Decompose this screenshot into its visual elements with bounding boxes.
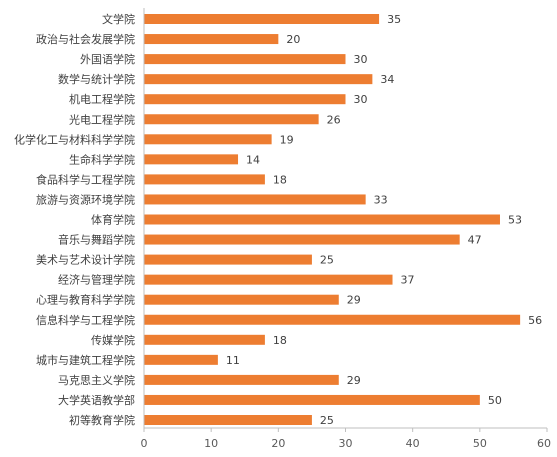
category-label: 生命科学学院 xyxy=(69,152,135,166)
data-label: 50 xyxy=(488,394,502,407)
value-labels: 35 20 30 34 30 26 19 14 18 33 53 47 25 37 29 56 18 11 29 50… xyxy=(226,13,542,427)
x-tick-label: 40 xyxy=(406,437,420,450)
category-label: 食品科学与工程学院 xyxy=(36,172,135,186)
bar xyxy=(144,314,521,325)
bar xyxy=(144,134,272,145)
bar xyxy=(144,34,279,45)
category-label: 化学化工与材料科学学院 xyxy=(14,132,135,146)
category-label: 城市与建筑工程学院 xyxy=(36,353,135,367)
bars-group xyxy=(144,14,521,425)
data-label: 56 xyxy=(528,314,542,327)
data-label: 35 xyxy=(387,13,401,26)
bar xyxy=(144,334,265,345)
x-tick-label: 0 xyxy=(141,437,148,450)
bar xyxy=(144,394,480,405)
data-label: 18 xyxy=(273,334,287,347)
category-label: 音乐与舞蹈学院 xyxy=(58,233,135,247)
data-label: 20 xyxy=(286,33,300,46)
category-label: 体育学院 xyxy=(91,213,135,227)
bar xyxy=(144,214,500,225)
data-label: 14 xyxy=(246,153,260,166)
data-label: 29 xyxy=(347,294,361,307)
bar xyxy=(144,234,460,245)
x-tick-label: 20 xyxy=(271,437,285,450)
category-label: 外国语学院 xyxy=(80,52,135,66)
category-labels: 文学院政治与社会发展学院外国语学院数学与统计学院机电工程学院光电工程学院化学化工… xyxy=(14,12,135,427)
category-label: 美术与艺术设计学院 xyxy=(36,253,135,267)
data-label: 33 xyxy=(374,193,388,206)
bar xyxy=(144,374,339,385)
x-tick-label: 50 xyxy=(473,437,487,450)
bar xyxy=(144,174,265,185)
category-label: 大学英语教学部 xyxy=(58,393,135,407)
bar xyxy=(144,94,346,105)
category-label: 信息科学与工程学院 xyxy=(36,313,135,327)
bar xyxy=(144,54,346,65)
category-label: 心理与教育科学学院 xyxy=(36,293,135,307)
data-label: 29 xyxy=(347,374,361,387)
bar xyxy=(144,114,319,125)
bar xyxy=(144,194,366,205)
category-label: 传媒学院 xyxy=(91,333,135,347)
data-label: 26 xyxy=(327,113,341,126)
bar xyxy=(144,274,393,285)
category-label: 旅游与资源环境学院 xyxy=(36,192,135,206)
data-label: 25 xyxy=(320,414,334,427)
data-label: 25 xyxy=(320,254,334,267)
bar xyxy=(144,154,239,165)
x-tick-label: 30 xyxy=(339,437,353,450)
x-axis: 0 10 20 30 40 50 60 xyxy=(141,8,551,450)
category-label: 机电工程学院 xyxy=(69,92,135,106)
data-label: 37 xyxy=(401,274,415,287)
category-label: 政治与社会发展学院 xyxy=(36,32,135,46)
data-label: 11 xyxy=(226,354,240,367)
bar xyxy=(144,415,312,425)
data-label: 53 xyxy=(508,214,522,227)
bar xyxy=(144,294,339,305)
category-label: 马克思主义学院 xyxy=(58,373,135,387)
category-label: 光电工程学院 xyxy=(69,112,135,126)
category-label: 文学院 xyxy=(102,12,135,26)
data-label: 18 xyxy=(273,173,287,186)
bar xyxy=(144,74,373,85)
data-label: 34 xyxy=(380,73,394,86)
x-tick-label: 10 xyxy=(204,437,218,450)
bar xyxy=(144,14,380,24)
category-label: 数学与统计学院 xyxy=(58,72,135,86)
x-tick-label: 60 xyxy=(537,437,551,450)
data-label: 30 xyxy=(354,53,368,66)
bar xyxy=(144,354,218,365)
data-label: 19 xyxy=(280,133,294,146)
data-label: 30 xyxy=(354,93,368,106)
category-label: 初等教育学院 xyxy=(69,413,135,427)
category-label: 经济与管理学院 xyxy=(58,273,135,287)
bar xyxy=(144,254,312,265)
data-label: 47 xyxy=(468,234,482,247)
